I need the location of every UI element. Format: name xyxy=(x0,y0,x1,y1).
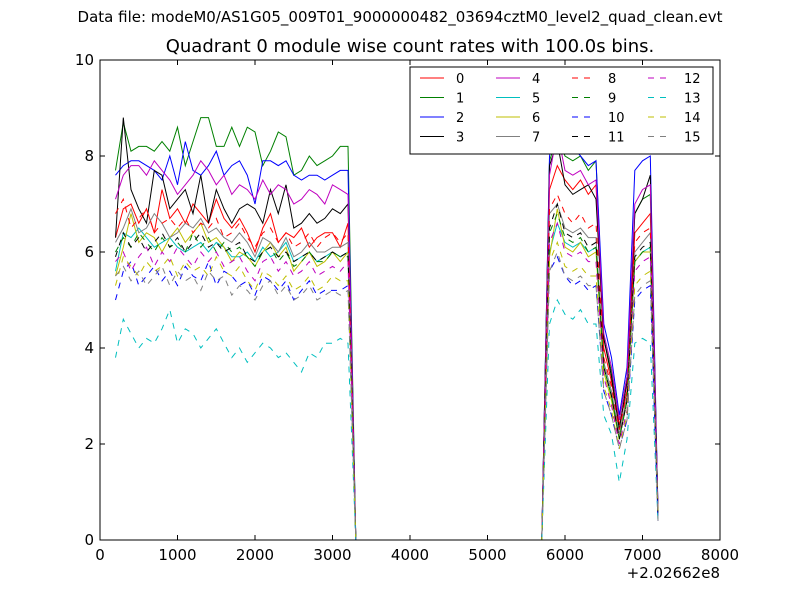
series-line-5 xyxy=(115,221,659,541)
legend-frame xyxy=(409,66,714,155)
legend-label-6: 6 xyxy=(532,111,540,126)
legend-label-4: 4 xyxy=(532,72,540,87)
legend-label-14: 14 xyxy=(684,111,701,126)
x-tick-label: 7000 xyxy=(623,546,661,564)
series-line-10 xyxy=(115,255,659,541)
series-line-15 xyxy=(115,250,659,541)
x-tick-label: 8000 xyxy=(701,546,739,564)
legend-label-8: 8 xyxy=(608,72,616,87)
legend-label-3: 3 xyxy=(456,131,464,146)
legend-label-13: 13 xyxy=(684,92,701,107)
legend-label-12: 12 xyxy=(684,72,701,87)
series-line-8 xyxy=(115,193,659,541)
legend-label-15: 15 xyxy=(684,131,701,146)
series-line-2 xyxy=(115,125,659,541)
x-tick-label: 1000 xyxy=(158,546,196,564)
y-tick-label: 8 xyxy=(84,147,94,165)
x-tick-label: 5000 xyxy=(468,546,506,564)
series-line-1 xyxy=(115,117,659,541)
y-tick-label: 6 xyxy=(84,243,94,261)
y-tick-label: 4 xyxy=(84,339,94,357)
x-tick-label: 6000 xyxy=(546,546,584,564)
series-line-3 xyxy=(115,117,659,541)
chart-title: Quadrant 0 module wise count rates with … xyxy=(165,36,655,57)
y-tick-label: 2 xyxy=(84,435,94,453)
legend-label-2: 2 xyxy=(456,111,464,126)
series-line-9 xyxy=(115,212,659,541)
y-tick-label: 10 xyxy=(75,51,94,69)
series-line-0 xyxy=(115,164,659,541)
x-tick-label: 2000 xyxy=(236,546,274,564)
legend-label-1: 1 xyxy=(456,92,464,107)
legend-label-11: 11 xyxy=(608,131,625,146)
legend-label-9: 9 xyxy=(608,92,616,107)
y-tick-label: 0 xyxy=(84,531,94,549)
x-tick-label: 4000 xyxy=(391,546,429,564)
series-line-11 xyxy=(115,202,659,541)
x-axis-offset-label: +2.02662e8 xyxy=(627,564,720,582)
legend-label-10: 10 xyxy=(608,111,625,126)
legend-label-5: 5 xyxy=(532,92,540,107)
figure-suptitle: Data file: modeM0/AS1G05_009T01_90000004… xyxy=(77,8,723,26)
series-line-13 xyxy=(115,298,659,541)
series-line-14 xyxy=(115,240,659,541)
legend-label-7: 7 xyxy=(532,131,540,146)
x-tick-label: 0 xyxy=(95,546,105,564)
series-lines xyxy=(115,117,659,541)
x-tick-label: 3000 xyxy=(313,546,351,564)
series-line-7 xyxy=(115,202,659,541)
series-line-12 xyxy=(115,221,659,541)
legend-label-0: 0 xyxy=(456,72,464,87)
